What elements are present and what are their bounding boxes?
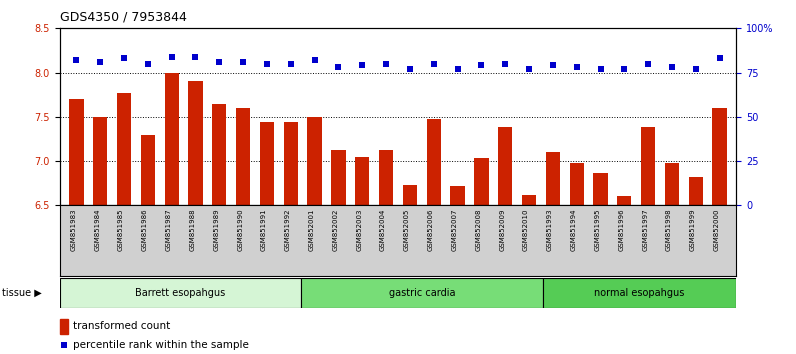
Text: GSM851985: GSM851985 bbox=[118, 209, 124, 251]
Point bbox=[618, 66, 630, 72]
Point bbox=[475, 63, 488, 68]
Bar bbox=[93, 117, 107, 205]
Text: GSM851995: GSM851995 bbox=[595, 209, 600, 251]
Text: GSM852002: GSM852002 bbox=[333, 209, 338, 251]
Bar bbox=[379, 150, 393, 205]
Bar bbox=[141, 135, 155, 205]
Bar bbox=[60, 319, 68, 334]
Point bbox=[642, 61, 654, 67]
Bar bbox=[355, 157, 369, 205]
Text: tissue ▶: tissue ▶ bbox=[2, 288, 41, 298]
Point bbox=[189, 54, 202, 59]
Bar bbox=[165, 73, 179, 205]
Text: GSM851992: GSM851992 bbox=[285, 209, 291, 251]
Bar bbox=[213, 103, 227, 205]
Text: GSM852007: GSM852007 bbox=[451, 209, 458, 251]
Text: GSM851994: GSM851994 bbox=[571, 209, 576, 251]
Point bbox=[435, 254, 447, 259]
Bar bbox=[522, 195, 537, 205]
Point bbox=[427, 61, 440, 67]
Point bbox=[547, 63, 560, 68]
Point bbox=[118, 56, 131, 61]
Bar bbox=[498, 127, 513, 205]
Bar bbox=[689, 177, 703, 205]
Point bbox=[570, 64, 583, 70]
Bar bbox=[451, 186, 465, 205]
Point bbox=[451, 66, 464, 72]
Bar bbox=[617, 196, 631, 205]
Text: gastric cardia: gastric cardia bbox=[389, 288, 455, 298]
Point bbox=[260, 61, 273, 67]
Point bbox=[142, 61, 154, 67]
Text: GSM852004: GSM852004 bbox=[380, 209, 386, 251]
Point bbox=[332, 64, 345, 70]
Text: GSM851990: GSM851990 bbox=[237, 209, 243, 251]
Text: GSM851986: GSM851986 bbox=[142, 209, 148, 251]
Point bbox=[70, 57, 83, 63]
Text: GSM852010: GSM852010 bbox=[523, 209, 529, 251]
Text: normal esopahgus: normal esopahgus bbox=[595, 288, 685, 298]
Point bbox=[308, 57, 321, 63]
Bar bbox=[259, 122, 274, 205]
Bar bbox=[331, 150, 345, 205]
Text: GSM851983: GSM851983 bbox=[70, 209, 76, 251]
Text: GSM852005: GSM852005 bbox=[404, 209, 410, 251]
Bar bbox=[283, 122, 298, 205]
Text: GSM851989: GSM851989 bbox=[213, 209, 220, 251]
Point bbox=[213, 59, 226, 65]
Point bbox=[380, 61, 392, 67]
Text: GSM851999: GSM851999 bbox=[690, 209, 696, 251]
Bar bbox=[302, 278, 543, 308]
Bar bbox=[307, 117, 322, 205]
Point bbox=[284, 61, 297, 67]
Text: transformed count: transformed count bbox=[73, 321, 170, 331]
Text: GSM852006: GSM852006 bbox=[427, 209, 434, 251]
Point bbox=[665, 64, 678, 70]
Bar bbox=[403, 185, 417, 205]
Bar bbox=[641, 127, 655, 205]
Text: GSM851988: GSM851988 bbox=[189, 209, 196, 251]
Text: GSM852003: GSM852003 bbox=[357, 209, 362, 251]
Bar bbox=[543, 278, 736, 308]
Bar bbox=[474, 158, 489, 205]
Point bbox=[236, 59, 249, 65]
Point bbox=[94, 59, 107, 65]
Bar bbox=[236, 108, 250, 205]
Text: GSM852009: GSM852009 bbox=[499, 209, 505, 251]
Text: GSM852001: GSM852001 bbox=[309, 209, 314, 251]
Point bbox=[594, 66, 607, 72]
Bar bbox=[427, 120, 441, 205]
Point bbox=[689, 66, 702, 72]
Point bbox=[499, 61, 512, 67]
Text: GSM851998: GSM851998 bbox=[666, 209, 672, 251]
Text: GDS4350 / 7953844: GDS4350 / 7953844 bbox=[60, 11, 186, 24]
Bar bbox=[69, 99, 84, 205]
Point bbox=[713, 56, 726, 61]
Bar bbox=[117, 93, 131, 205]
Text: GSM851997: GSM851997 bbox=[642, 209, 648, 251]
Text: GSM852008: GSM852008 bbox=[475, 209, 482, 251]
Text: percentile rank within the sample: percentile rank within the sample bbox=[73, 341, 249, 350]
Bar bbox=[665, 163, 679, 205]
Bar bbox=[569, 163, 583, 205]
Bar bbox=[60, 278, 302, 308]
Text: GSM851993: GSM851993 bbox=[547, 209, 553, 251]
Text: GSM851996: GSM851996 bbox=[618, 209, 624, 251]
Text: GSM851987: GSM851987 bbox=[166, 209, 172, 251]
Bar bbox=[593, 172, 607, 205]
Bar bbox=[546, 152, 560, 205]
Point bbox=[356, 63, 369, 68]
Text: Barrett esopahgus: Barrett esopahgus bbox=[135, 288, 225, 298]
Point bbox=[523, 66, 536, 72]
Bar bbox=[712, 108, 727, 205]
Text: GSM852000: GSM852000 bbox=[714, 209, 720, 251]
Point bbox=[166, 54, 178, 59]
Text: GSM851991: GSM851991 bbox=[261, 209, 267, 251]
Text: GSM851984: GSM851984 bbox=[94, 209, 100, 251]
Point bbox=[404, 66, 416, 72]
Bar bbox=[189, 81, 203, 205]
